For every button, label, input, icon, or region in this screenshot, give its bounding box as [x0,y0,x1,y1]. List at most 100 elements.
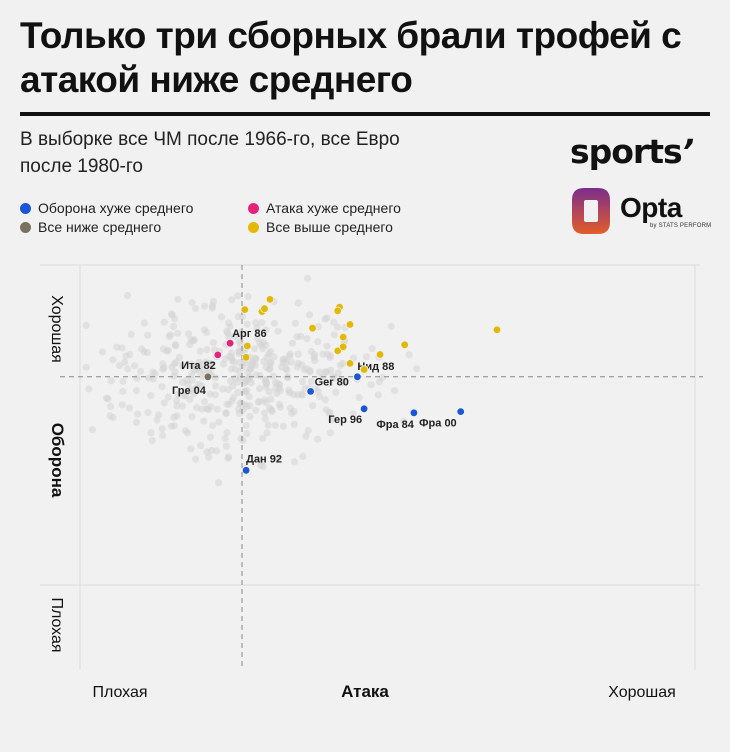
background-point [201,302,209,310]
data-point-label: Гер 96 [328,414,362,426]
background-point [307,377,315,386]
background-point [290,458,299,466]
background-point [297,332,305,340]
background-point [400,417,408,425]
background-point [362,353,371,361]
background-point [196,368,204,376]
background-point [174,295,182,303]
background-point [143,348,151,357]
data-point-defense_low [241,466,251,475]
background-point [256,456,264,464]
background-point [169,322,178,331]
background-point [391,387,399,395]
background-point [375,378,383,386]
legend-label: Атака хуже среднего [266,200,401,216]
background-point [374,391,382,399]
background-point [222,409,230,417]
background-point [206,403,215,411]
background-point [221,434,229,443]
background-point [208,304,216,312]
background-point [228,397,236,405]
background-point [294,391,302,399]
background-point [349,410,357,418]
background-point [291,319,299,327]
background-point [131,362,139,370]
background-point [186,340,194,349]
data-point-all_high [243,341,252,351]
background-point [118,344,126,352]
data-point-all_high [359,365,369,374]
background-point [106,412,114,420]
background-point [213,405,221,413]
legend-label: Все выше среднего [266,219,393,235]
background-point [307,347,315,355]
background-point [282,358,290,367]
background-point [234,292,242,300]
data-point-label: Гре 04 [172,385,207,397]
background-point [269,372,277,380]
background-point [274,454,282,462]
legend-dot-icon [20,202,31,214]
background-point [173,329,182,337]
background-point [224,386,232,394]
opta-subtext: by STATS PERFORM [650,223,712,229]
background-point [255,385,264,393]
data-point-label: Дан 92 [246,453,282,465]
background-point [206,359,214,368]
background-point [206,365,214,373]
data-point-all_high [339,342,348,351]
data-point-attack_low [213,350,222,360]
background-point [254,334,262,343]
background-point [323,342,331,350]
background-point [243,386,251,395]
background-point [149,375,157,383]
background-point [288,339,297,347]
background-point [209,422,217,430]
data-point-defense_low [306,387,315,396]
background-point [188,412,196,421]
background-point [314,338,322,346]
background-point [223,428,231,437]
background-point [224,454,232,462]
background-point [187,445,195,453]
background-point [122,352,130,360]
data-point-label: Фра 00 [419,418,457,430]
background-point [82,321,90,330]
background-point [106,402,115,410]
background-point [262,326,270,334]
background-point [298,361,306,369]
background-point [299,452,307,460]
background-point [254,398,262,406]
background-point [236,374,244,382]
background-point [226,323,234,331]
data-point-label: Фра 84 [376,419,414,431]
background-point [125,404,134,412]
background-point [192,384,200,392]
background-point [121,358,129,366]
background-point [184,380,192,388]
background-point [160,364,168,372]
background-point [109,356,117,364]
background-point [237,328,245,336]
background-point [330,318,338,326]
background-point [234,388,242,396]
background-point [413,365,421,373]
data-point-all_high [265,295,275,304]
subtitle: В выборке все ЧМ после 1966-го, все Евро… [20,129,400,177]
background-point [243,320,251,328]
background-point [165,332,173,341]
axis-labels: Плохая Атака Хорошая Хорошая Оборона Пло… [48,295,676,701]
background-point [245,375,254,383]
background-point [225,332,233,340]
data-point-all_high [345,320,355,329]
data-point-defense_low [409,408,419,417]
background-point [123,291,132,300]
background-point [211,391,219,399]
data-point-all_high [240,305,249,314]
background-point [304,274,312,282]
background-point [132,387,141,395]
opta-mark-icon [572,188,610,234]
title-divider [20,112,710,116]
x-tick-label-low: Плохая [92,684,147,701]
background-point [209,297,218,305]
